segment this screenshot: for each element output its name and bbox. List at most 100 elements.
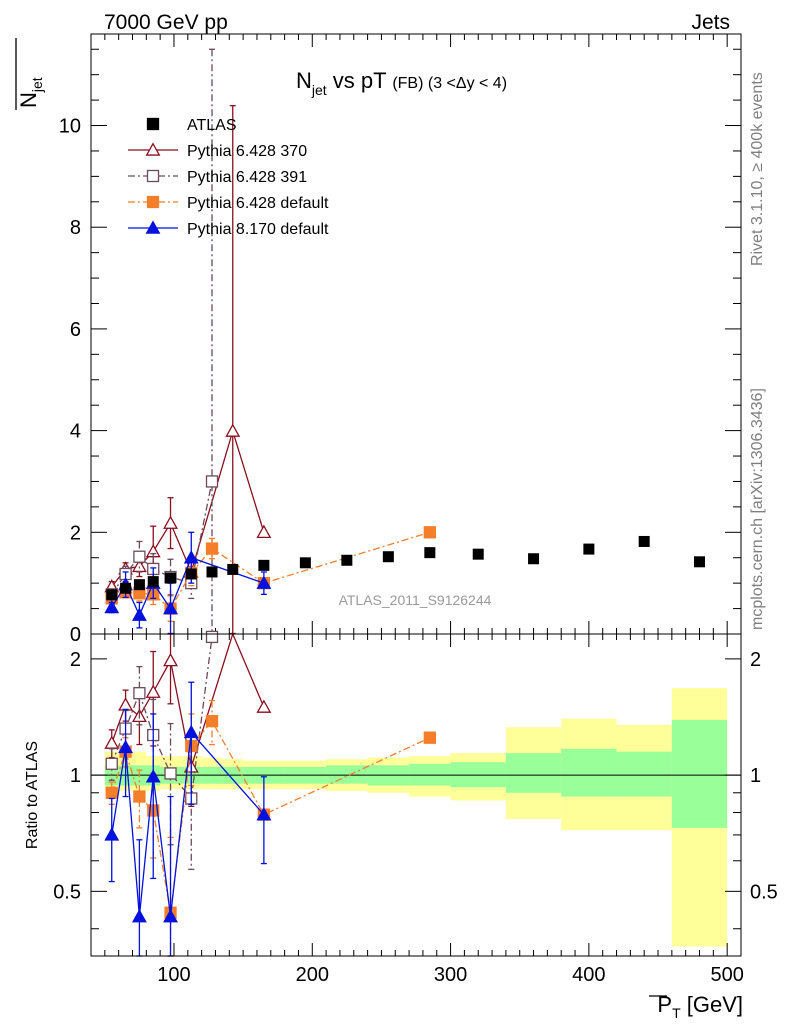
xlabel-main: P [657,992,672,1017]
legend-label: Pythia 6.428 391 [187,169,307,186]
marker-p8 [183,724,199,739]
atlas-data-point [583,543,595,555]
atlas-data-point [133,579,145,591]
marker-p8 [104,599,120,614]
y-tick-label: 6 [70,319,81,341]
y-tick-label: 0 [70,624,81,646]
legend-marker [146,169,160,183]
legend-marker [146,117,160,131]
mcplots-side-label: mcplots.cern.ch [arXiv:1306.3436] [749,388,766,630]
legend-label: Pythia 6.428 default [187,195,329,212]
atlas-data-point [258,559,270,571]
title-small: (FB) (3 <Δy < 4) [392,75,507,92]
atlas-data-point [185,568,197,580]
marker-p6def [205,714,219,728]
x-tick-label: 400 [572,964,605,986]
marker-p391 [133,550,146,563]
marker-p8 [118,739,134,754]
series-atlas [106,535,706,601]
marker-p370 [256,699,272,713]
marker-p370 [145,684,161,698]
marker-p391 [205,630,219,644]
marker-p6def [205,542,219,555]
legend-entry: ATLAS [146,117,237,134]
bottom-panel: 100 200 300 400 500 0.5 0.5 1 1 2 2 Ratio to ATLAS [24,630,778,986]
marker-p8 [163,908,178,923]
atlas-data-point [638,535,650,547]
marker-p370 [163,652,178,667]
marker-p391 [205,475,219,488]
marker-p8 [145,769,161,783]
chart-watermark: ATLAS_2011_S9126244 [339,592,492,608]
marker-p391 [133,687,146,700]
rivet-side-label: Rivet 3.1.10, ≥ 400k events [749,72,766,266]
atlas-data-point [147,576,159,588]
x-tick-label: 100 [157,964,190,986]
ylabel-main: N [16,92,41,108]
top-panel: 0 2 4 6 8 10 Njet vs pT (FB) (3 <Δy < 4) ATLA… [15,33,742,646]
ratio-band-green [616,751,672,797]
y-tick-label-right: 1 [750,765,761,787]
legend-label: ATLAS [187,117,237,134]
legend-marker [145,220,161,234]
marker-p8 [183,550,199,564]
bottom-y-axis-label: Ratio to ATLAS [24,741,41,849]
x-tick-label: 200 [296,964,329,986]
xlabel-unit: [GeV] [681,992,743,1017]
atlas-data-point [528,553,540,565]
marker-p370 [256,524,272,539]
marker-p370 [163,515,178,529]
header-right: Jets [691,11,730,34]
bottom-panel-bands [91,688,741,947]
marker-p6def [133,790,146,803]
svg-text:Njet: Njet [16,77,45,108]
legend-label: Pythia 6.428 370 [187,143,307,160]
xlabel-sub: T [672,1005,681,1021]
marker-p370 [104,735,120,749]
atlas-data-point [227,563,239,575]
marker-p8 [131,607,147,621]
marker-p8 [104,827,120,841]
x-axis-label: PT [GeV] [649,992,743,1021]
y-tick-label: 10 [59,116,81,138]
top-panel-axes: 0 2 4 6 8 10 [59,34,741,646]
ylabel-sub: jet [29,77,45,93]
title-rest: vs pT [327,68,393,93]
marker-p8 [256,806,272,821]
legend-marker [146,195,160,209]
y-tick-label: 2 [70,522,81,544]
series-p8 [104,681,272,957]
y-tick-label: 2 [70,649,81,671]
marker-p370 [118,697,134,711]
bottom-panel-series [104,630,436,957]
marker-p6def [105,786,118,799]
svg-text:PT [GeV]: PT [GeV] [657,992,743,1021]
atlas-data-point [472,548,484,560]
marker-p6def [423,526,436,539]
atlas-data-point [299,557,311,569]
ratio-band-green [671,719,728,828]
y-tick-label: 4 [70,421,81,443]
ratio-band-green [505,753,562,793]
x-tick-label: 500 [710,964,743,986]
legend-label: Pythia 8.170 default [187,221,329,238]
marker-p391 [164,767,177,780]
marker-p391 [105,757,118,770]
chart-title: Njet vs pT (FB) (3 <Δy < 4) [296,68,507,98]
y-tick-label-right: 2 [750,649,761,671]
legend-entry: Pythia 6.428 391 [128,169,307,186]
legend-entry: Pythia 6.428 370 [128,142,307,160]
top-y-axis-label: Njet [15,38,45,110]
marker-p6def [423,731,436,744]
atlas-data-point [424,547,436,559]
atlas-data-point [694,556,706,568]
atlas-data-point [106,589,118,601]
marker-p8 [131,908,147,923]
ratio-band-green [326,765,368,784]
marker-p370 [225,423,241,437]
x-tick-label: 300 [434,964,467,986]
ratio-band-green [561,748,617,797]
legend-entry: Pythia 8.170 default [128,220,329,238]
y-tick-label: 8 [70,217,81,239]
